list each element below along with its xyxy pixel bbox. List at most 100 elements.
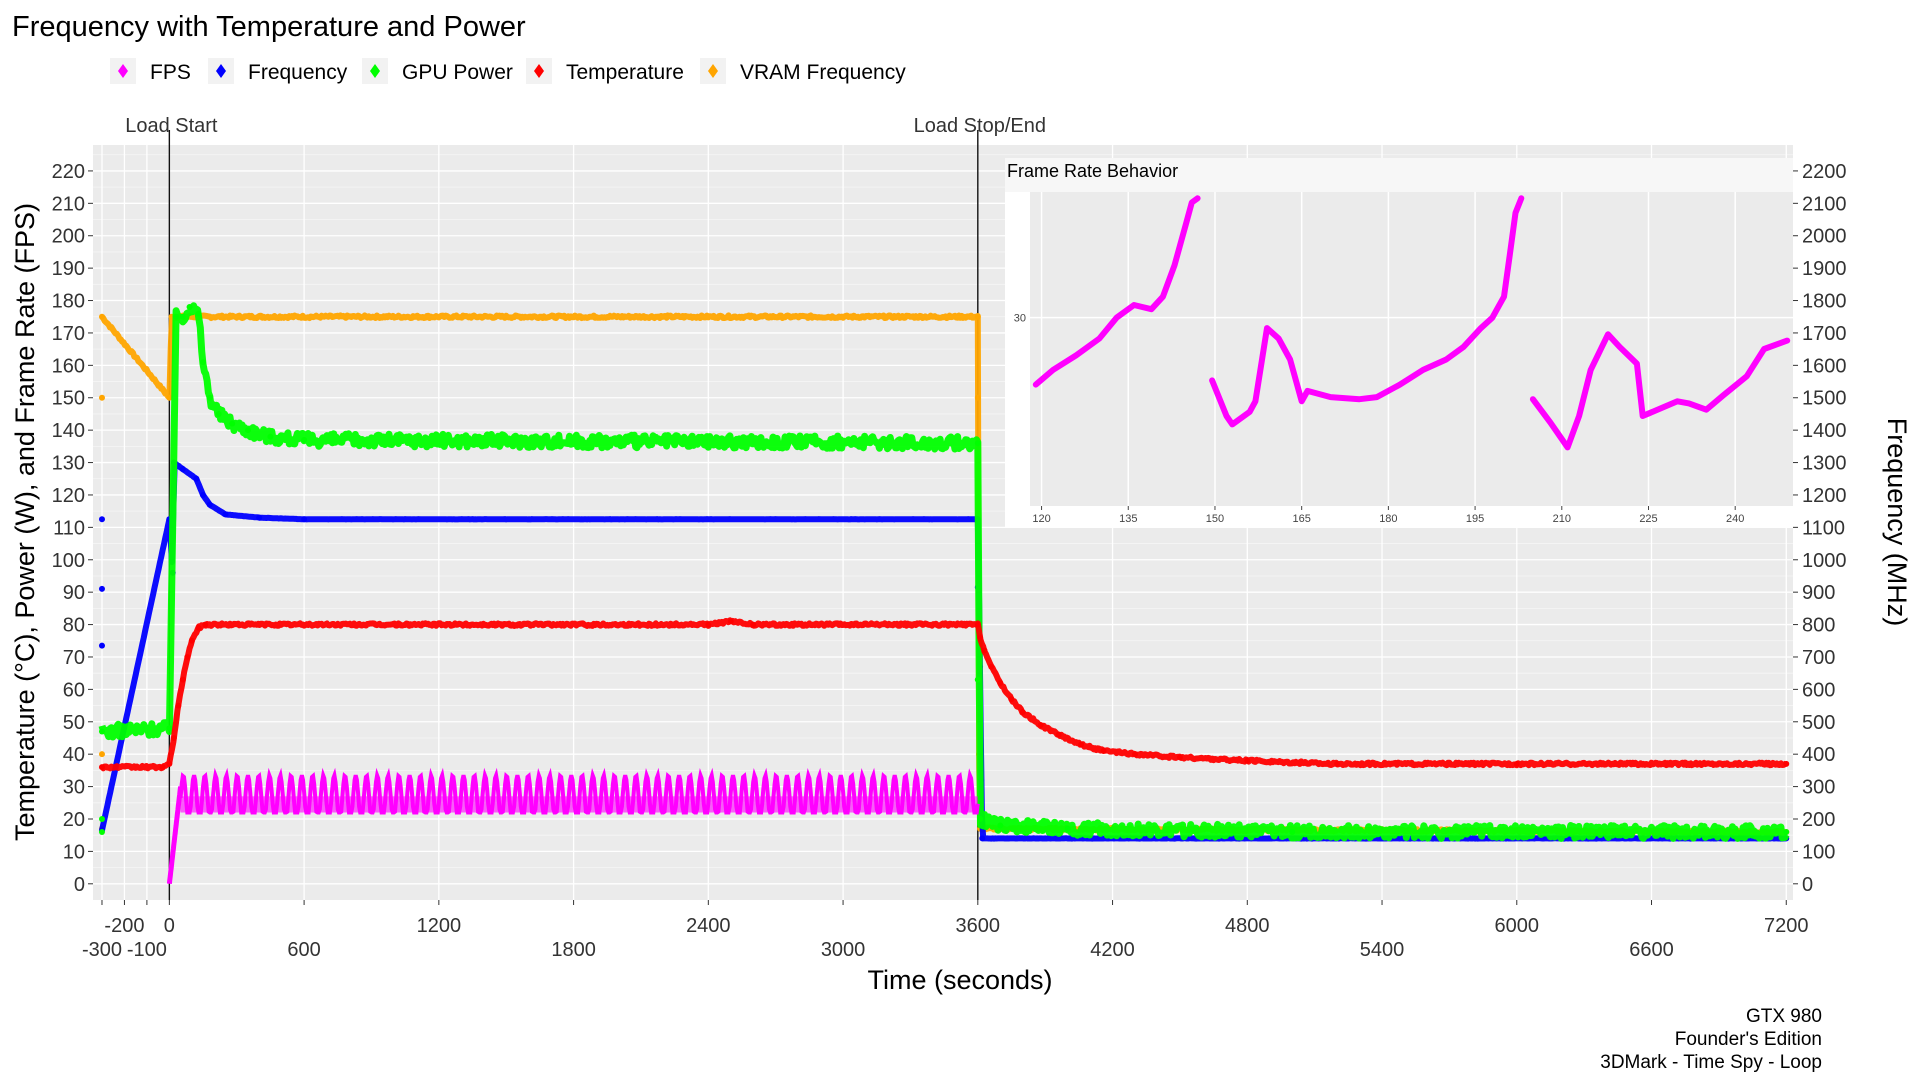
y-left-tick-label: 120 [52, 485, 85, 507]
x-tick-label: 1800 [551, 939, 596, 961]
y-right-tick-label: 0 [1802, 874, 1813, 896]
y-left-tick-label: 50 [63, 712, 85, 734]
y-right-tick-label: 2200 [1802, 161, 1847, 183]
y-left-tick-label: 80 [63, 615, 85, 637]
y-right-tick-label: 500 [1802, 712, 1835, 734]
y-left-tick-label: 60 [63, 679, 85, 701]
inset-data-point [1617, 344, 1623, 350]
inset-data-point [1495, 304, 1501, 310]
y-right-tick-label: 1800 [1802, 291, 1847, 313]
inset-x-tick-label: 150 [1206, 513, 1224, 525]
x-tick-label: 3600 [956, 915, 1001, 937]
x-tick-label: -100 [127, 939, 167, 961]
inset-data-point [1634, 361, 1640, 367]
annotation-label: Load Start [125, 115, 218, 137]
y-right-tick-label: 700 [1802, 647, 1835, 669]
y-left-tick-label: 30 [63, 777, 85, 799]
inset-x-tick-label: 195 [1466, 513, 1484, 525]
inset-data-point [1784, 338, 1790, 344]
inset-data-point [1686, 400, 1692, 406]
series-line [100, 617, 1788, 772]
inset-data-point [1420, 367, 1426, 373]
inset-data-point [1328, 394, 1334, 400]
inset-y-tick-label: 30 [1014, 313, 1026, 325]
inset-data-point [1640, 413, 1646, 419]
inset-data-point [1299, 398, 1305, 404]
inset-x-tick-label: 210 [1553, 513, 1571, 525]
inset-data-point [1114, 315, 1120, 321]
legend-marker [708, 64, 718, 78]
annotation-label: Load Stop/End [914, 115, 1046, 137]
y-right-tick-label: 900 [1802, 582, 1835, 604]
x-tick-label: 2400 [686, 915, 731, 937]
y-right-tick-label: 1600 [1802, 355, 1847, 377]
inset-data-point [1073, 352, 1079, 358]
x-tick-label: 4800 [1225, 915, 1270, 937]
y-left-tick-label: 190 [52, 258, 85, 280]
x-tick-label: 1200 [417, 915, 462, 937]
inset-data-point [1229, 421, 1235, 427]
legend-marker [118, 64, 128, 78]
y-right-tick-label: 1300 [1802, 453, 1847, 475]
series-band [180, 796, 978, 813]
x-tick-label: 6600 [1629, 939, 1674, 961]
inset-data-point [1559, 436, 1565, 442]
legend-label: Frequency [248, 61, 348, 84]
inset-data-point [1276, 336, 1282, 342]
inset-x-tick-label: 180 [1379, 513, 1397, 525]
inset-data-point [1160, 294, 1166, 300]
legend-label: FPS [150, 61, 191, 84]
inset-data-point [1304, 388, 1310, 394]
inset-data-point [1247, 409, 1253, 415]
y-right-tick-label: 1200 [1802, 485, 1847, 507]
inset-data-point [1744, 373, 1750, 379]
y-right-tick-label: 1500 [1802, 388, 1847, 410]
legend-label: Temperature [566, 61, 684, 84]
inset-data-point [1461, 344, 1467, 350]
inset-data-point [1507, 252, 1513, 258]
inset-data-point [1565, 444, 1571, 450]
y-left-tick-label: 160 [52, 355, 85, 377]
inset-data-point [1530, 396, 1536, 402]
inset-data-point [1033, 382, 1039, 388]
series-temperature [98, 617, 1790, 772]
data-point [98, 815, 105, 822]
y-right-tick-label: 100 [1802, 841, 1835, 863]
inset-data-point [1264, 325, 1270, 331]
inset-data-point [1576, 413, 1582, 419]
inset-data-point [1478, 325, 1484, 331]
inset-data-point [1252, 398, 1258, 404]
series-gpu-power [98, 302, 1790, 842]
inset-data-point [1189, 199, 1195, 205]
x-tick-label: 3000 [821, 939, 866, 961]
x-tick-label: 600 [287, 939, 320, 961]
data-point [98, 751, 105, 758]
y-left-tick-label: 110 [53, 517, 85, 539]
inset-data-point [1209, 377, 1215, 383]
inset-x-tick-label: 240 [1726, 513, 1744, 525]
y-left-tick-label: 200 [52, 226, 85, 248]
chart-title: Frequency with Temperature and Power [12, 11, 526, 43]
y-right-tick-label: 600 [1802, 679, 1835, 701]
y-left-tick-label: 180 [52, 291, 85, 313]
y-right-tick-label: 800 [1802, 615, 1835, 637]
inset-data-point [1721, 392, 1727, 398]
inset-data-point [1172, 262, 1178, 268]
inset-data-point [1605, 331, 1611, 337]
y-left-tick-label: 220 [52, 161, 85, 183]
y-right-tick-label: 1000 [1802, 550, 1847, 572]
legend-marker [534, 64, 544, 78]
x-axis-title: Time (seconds) [867, 965, 1052, 995]
x-tick-label: 0 [164, 915, 175, 937]
inset-data-point [1195, 195, 1201, 201]
y-axis-right-title: Frequency (MHz) [1882, 418, 1912, 627]
x-tick-label: -300 [82, 939, 122, 961]
y-right-tick-label: 1900 [1802, 258, 1847, 280]
inset-data-point [1518, 195, 1524, 201]
inset-data-point [1148, 306, 1154, 312]
legend-marker [216, 64, 226, 78]
inset-data-point [1374, 394, 1380, 400]
series-line [166, 786, 184, 885]
y-right-tick-label: 1400 [1802, 420, 1847, 442]
